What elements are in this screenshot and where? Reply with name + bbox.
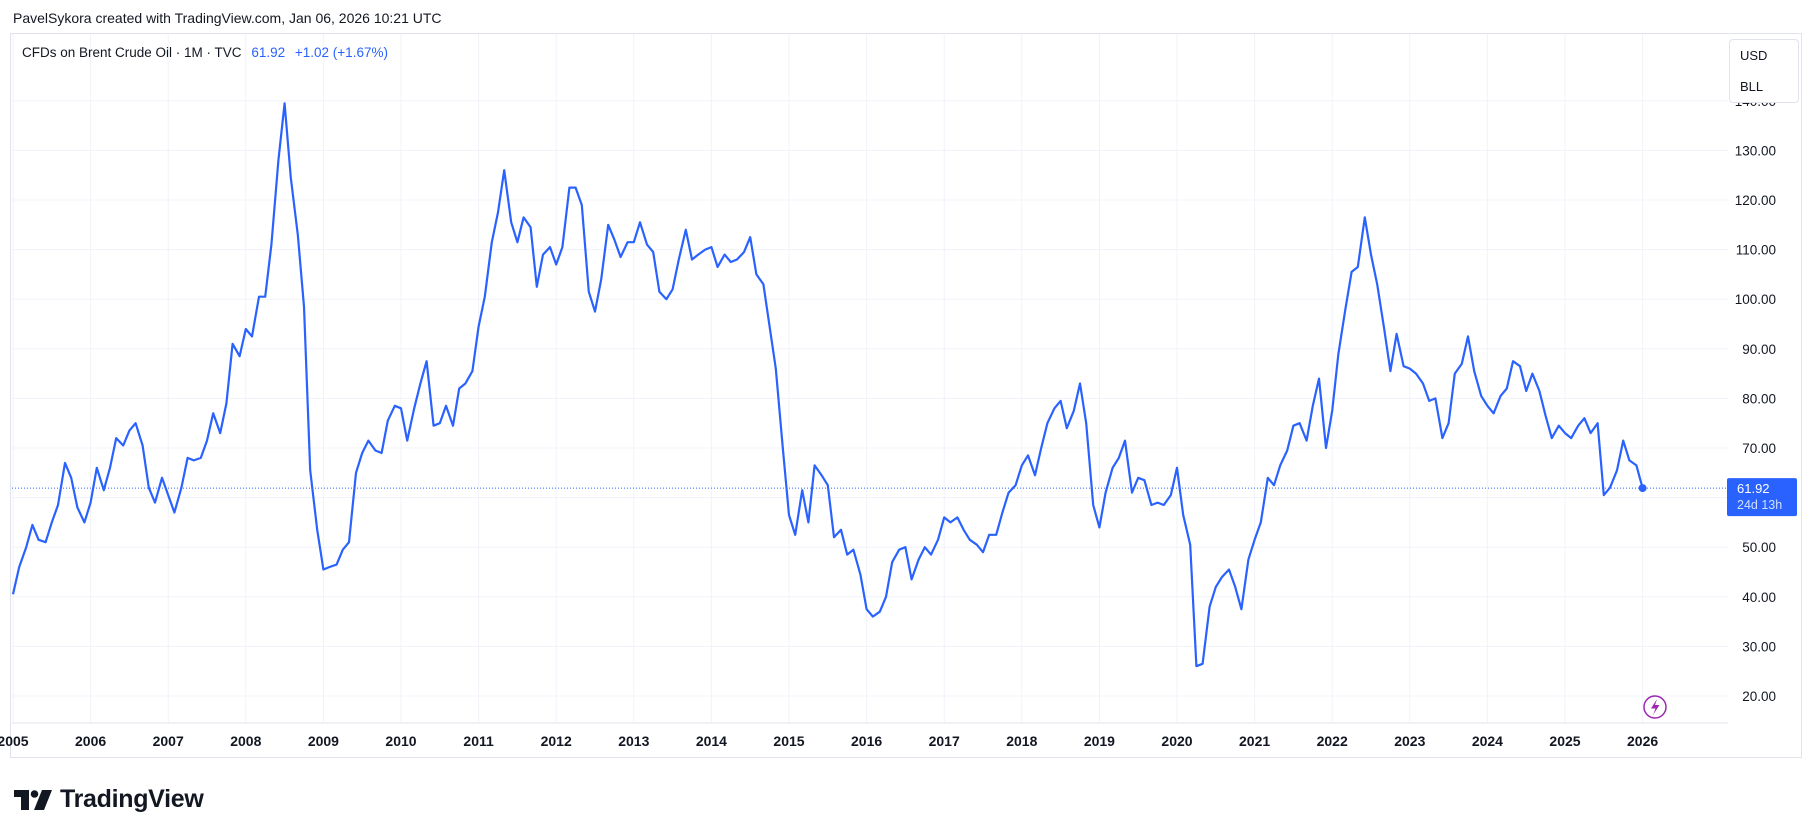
last-price-text: 61.92 bbox=[251, 45, 286, 60]
tradingview-logo[interactable]: TradingView bbox=[14, 785, 204, 814]
currency-unit-selector[interactable]: USD BLL bbox=[1729, 39, 1799, 103]
brand-name: TradingView bbox=[60, 785, 204, 813]
y-tick-label: 20.00 bbox=[1742, 689, 1776, 704]
x-tick-label: 2021 bbox=[1239, 733, 1270, 749]
y-tick-label: 130.00 bbox=[1735, 143, 1776, 158]
chart-caption: PavelSykora created with TradingView.com… bbox=[13, 10, 442, 26]
x-tick-label: 2019 bbox=[1084, 733, 1115, 749]
x-tick-label: 2017 bbox=[929, 733, 960, 749]
y-tick-label: 50.00 bbox=[1742, 540, 1776, 555]
y-tick-label: 120.00 bbox=[1735, 193, 1776, 208]
y-tick-label: 40.00 bbox=[1742, 590, 1776, 605]
bar-countdown: 24d 13h bbox=[1737, 498, 1782, 512]
last-price-value: 61.92 bbox=[1737, 481, 1770, 496]
tradingview-logo-icon bbox=[14, 789, 52, 810]
price-change-text: +1.02 (+1.67%) bbox=[294, 45, 388, 60]
x-tick-label: 2009 bbox=[308, 733, 339, 749]
chart-frame bbox=[10, 33, 1802, 758]
x-tick-label: 2022 bbox=[1317, 733, 1348, 749]
x-tick-label: 2020 bbox=[1161, 733, 1192, 749]
y-tick-label: 110.00 bbox=[1736, 243, 1776, 258]
x-tick-label: 2018 bbox=[1006, 733, 1037, 749]
y-tick-label: 100.00 bbox=[1735, 292, 1776, 307]
x-tick-label: 2013 bbox=[618, 733, 649, 749]
last-price-dot bbox=[1638, 484, 1647, 493]
y-tick-label: 80.00 bbox=[1742, 391, 1776, 406]
x-tick-label: 2007 bbox=[153, 733, 184, 749]
series-line bbox=[11, 102, 1644, 668]
y-tick-label: 30.00 bbox=[1742, 639, 1776, 654]
flash-icon[interactable] bbox=[1643, 695, 1667, 719]
x-tick-label: 2011 bbox=[463, 733, 494, 749]
y-tick-label: 70.00 bbox=[1742, 441, 1776, 456]
y-axis: 20.0030.0040.0050.0060.0070.0080.0090.00… bbox=[1735, 94, 1776, 704]
x-tick-label: 2008 bbox=[230, 733, 261, 749]
x-tick-label: 2015 bbox=[773, 733, 804, 749]
unit-label[interactable]: BLL bbox=[1740, 79, 1764, 94]
last-price-badge-bg bbox=[1727, 478, 1797, 517]
x-tick-label: 2016 bbox=[851, 733, 882, 749]
x-tick-label: 2012 bbox=[541, 733, 572, 749]
x-tick-label: 2025 bbox=[1549, 733, 1580, 749]
currency-label[interactable]: USD bbox=[1740, 48, 1768, 63]
x-tick-label: 2024 bbox=[1472, 733, 1503, 749]
symbol-name: CFDs on Brent Crude Oil · 1M · TVC bbox=[22, 45, 242, 60]
y-tick-label: 90.00 bbox=[1742, 342, 1776, 357]
symbol-legend[interactable]: CFDs on Brent Crude Oil · 1M · TVC 61.92… bbox=[22, 45, 388, 60]
grid-lines bbox=[12, 34, 1728, 723]
x-axis: 2005 2006 2007 2008 2009 2010 2011 2012 2013 2014… bbox=[0, 722, 1728, 749]
x-tick-label: 2006 bbox=[75, 733, 106, 749]
x-tick-label: 2026 bbox=[1627, 733, 1658, 749]
x-tick-label: 2005 bbox=[0, 733, 29, 749]
x-tick-label: 2014 bbox=[696, 733, 727, 749]
last-price-badge: 61.92 24d 13h bbox=[1727, 478, 1797, 517]
x-tick-label: 2023 bbox=[1394, 733, 1425, 749]
x-tick-label: 2010 bbox=[385, 733, 416, 749]
